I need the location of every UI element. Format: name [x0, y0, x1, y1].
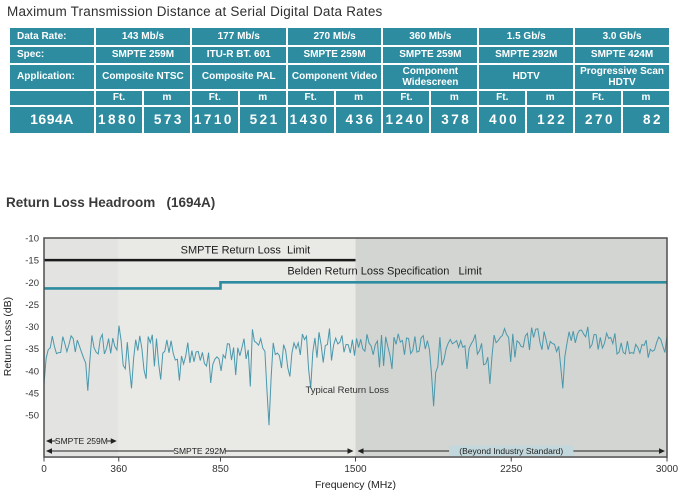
belden-return-loss-limit-label: Belden Return Loss Specification Limit: [287, 266, 481, 278]
application-cell: Composite PAL: [191, 65, 286, 89]
range-annotation-smpte-259m-label-bg: [55, 435, 108, 447]
value-cell-ft: 1240: [383, 107, 430, 133]
y-tick-label: -30: [25, 322, 39, 333]
range-annotation-smpte-259m-label: SMPTE 259M: [55, 436, 108, 446]
range-annotation-beyond-industry-standard-right-arrowhead: [659, 448, 665, 454]
value-cell-m: 82: [623, 107, 669, 133]
x-tick-label: 850: [212, 464, 229, 475]
y-axis-title: Return Loss (dB): [2, 297, 14, 376]
table-row-spec: Spec: SMPTE 259M ITU-R BT. 601 SMPTE 259…: [10, 47, 669, 63]
x-axis-title: Frequency (MHz): [315, 479, 396, 491]
value-cell-m: 122: [527, 107, 574, 133]
spec-cell: SMPTE 259M: [383, 47, 478, 63]
y-tick-label: -25: [25, 300, 39, 311]
y-tick-label: -45: [25, 388, 39, 399]
unit-header-ft: Ft.: [479, 91, 526, 105]
data-rate-cell: 3.0 Gb/s: [575, 28, 669, 45]
unit-header-ft: Ft.: [191, 91, 238, 105]
x-tick-label: 3000: [656, 464, 679, 475]
range-annotation-smpte-259m-left-arrowhead: [46, 438, 52, 444]
application-cell: HDTV: [479, 65, 574, 89]
unit-header-m: m: [527, 91, 574, 105]
application-cell: Progressive Scan HDTV: [575, 65, 669, 89]
unit-header-ft: Ft.: [96, 91, 142, 105]
y-tick-label: -15: [25, 256, 39, 267]
value-cell-ft: 1710: [191, 107, 238, 133]
value-cell-ft: 270: [575, 107, 621, 133]
y-tick-label: -50: [25, 411, 39, 422]
plot-background-band: [355, 238, 667, 458]
belden-return-loss-limit-line: [44, 280, 667, 290]
unit-header-m: m: [239, 91, 286, 105]
row-label-application: Application:: [10, 65, 95, 89]
unit-header-m: m: [431, 91, 478, 105]
range-annotation-smpte-292m-label: SMPTE 292M: [173, 446, 226, 456]
value-cell-m: 573: [143, 107, 190, 133]
typical-return-loss-label: Typical Return Loss: [305, 385, 389, 396]
range-annotation-beyond-industry-standard-label-bg: [449, 445, 574, 457]
y-tick-label: -35: [25, 344, 39, 355]
page-title: Maximum Transmission Distance at Serial …: [7, 4, 383, 19]
spec-cell: SMPTE 259M: [287, 47, 382, 63]
y-tick-label: -40: [25, 366, 39, 377]
range-annotation-smpte-292m-right-arrowhead: [347, 448, 354, 454]
value-cell-ft: 1880: [96, 107, 142, 133]
range-annotation-smpte-292m-left-arrowhead: [46, 448, 52, 454]
x-tick-label: 2250: [500, 464, 523, 475]
spec-cell: SMPTE 424M: [575, 47, 669, 63]
value-cell-m: 521: [239, 107, 286, 133]
table-row-application: Application: Composite NTSC Composite PA…: [10, 65, 669, 89]
unit-header-m: m: [143, 91, 190, 105]
row-label-spec: Spec:: [10, 47, 95, 63]
row-label-units: [10, 91, 95, 105]
unit-header-m: m: [335, 91, 382, 105]
spec-cell: ITU-R BT. 601: [191, 47, 286, 63]
unit-header-ft: Ft.: [287, 91, 334, 105]
range-annotation-beyond-industry-standard-left-arrowhead: [357, 448, 364, 454]
data-rate-cell: 1.5 Gb/s: [479, 28, 574, 45]
table-row-units: Ft. m Ft. m Ft. m Ft. m Ft. m Ft. m: [10, 91, 669, 105]
smpte-return-loss-limit-label: SMPTE Return Loss Limit: [181, 244, 311, 256]
application-cell: Component Video: [287, 65, 382, 89]
x-tick-label: 0: [41, 464, 47, 475]
y-tick-label: -10: [25, 234, 39, 245]
application-cell: Component Widescreen: [383, 65, 478, 89]
value-cell-m: 436: [335, 107, 382, 133]
data-rate-cell: 143 Mb/s: [96, 28, 190, 45]
unit-header-m: m: [623, 91, 669, 105]
typical-return-loss-trace: [43, 325, 668, 426]
value-cell-m: 378: [431, 107, 478, 133]
data-rate-cell: 177 Mb/s: [191, 28, 286, 45]
table-row-1694a-values: 1694A 1880 573 1710 521 1430 436 1240 37…: [10, 107, 669, 133]
return-loss-chart: Typical Return Loss SMPTE Return Loss Lim…: [2, 234, 679, 492]
transmission-distance-table: Data Rate: 143 Mb/s 177 Mb/s 270 Mb/s 36…: [8, 26, 671, 135]
product-name-cell: 1694A: [10, 107, 95, 133]
value-cell-ft: 1430: [287, 107, 334, 133]
range-annotation-beyond-industry-standard-label: (Beyond Industry Standard): [459, 446, 563, 456]
range-annotation-smpte-259m-right-arrowhead: [110, 438, 117, 444]
x-tick-label: 360: [110, 464, 127, 475]
unit-header-ft: Ft.: [383, 91, 430, 105]
unit-header-ft: Ft.: [575, 91, 621, 105]
x-tick-label: 1500: [344, 464, 367, 475]
value-cell-ft: 400: [479, 107, 526, 133]
row-label-data-rate: Data Rate:: [10, 28, 95, 45]
spec-cell: SMPTE 259M: [96, 47, 190, 63]
y-tick-label: -20: [25, 278, 39, 289]
data-rate-cell: 270 Mb/s: [287, 28, 382, 45]
range-annotation-smpte-292m-label-bg: [174, 445, 226, 457]
data-rate-cell: 360 Mb/s: [383, 28, 478, 45]
application-cell: Composite NTSC: [96, 65, 190, 89]
table-row-data-rate: Data Rate: 143 Mb/s 177 Mb/s 270 Mb/s 36…: [10, 28, 669, 45]
spec-cell: SMPTE 292M: [479, 47, 574, 63]
chart-title: Return Loss Headroom (1694A): [6, 195, 216, 210]
